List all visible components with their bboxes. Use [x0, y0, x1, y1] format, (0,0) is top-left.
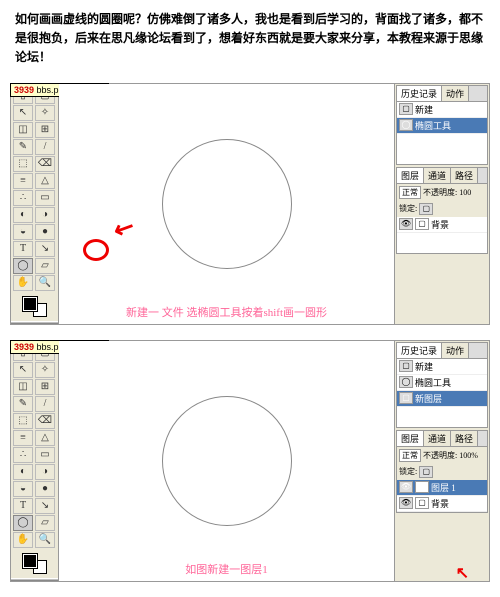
- history-item[interactable]: ▢新图层: [397, 391, 487, 407]
- color-picker[interactable]: [11, 550, 58, 578]
- tool-button[interactable]: ⊞: [35, 122, 55, 138]
- tool-button[interactable]: 🔍: [35, 275, 55, 291]
- history-panel: 历史记录动作 ▢新建 ◯椭圆工具 ▢新图层: [396, 342, 488, 428]
- arrow-annotation: ↙: [109, 211, 139, 246]
- tool-button[interactable]: ↖: [13, 362, 33, 378]
- panels: 历史记录动作 ▢新建 ◯椭圆工具 ▢新图层 图层通道路径 正常不透明度: 100…: [394, 341, 489, 581]
- tab-channels[interactable]: 通道: [424, 431, 451, 446]
- history-item[interactable]: ▢新建: [397, 359, 487, 375]
- tool-button[interactable]: ↘: [35, 241, 55, 257]
- canvas[interactable]: ↙ 新建一 文件 选椭圆工具按着shift画一圆形: [59, 84, 394, 324]
- tool-button[interactable]: ⌫: [35, 413, 55, 429]
- tool-button[interactable]: ⌫: [35, 156, 55, 172]
- toolbar-footer: [11, 578, 58, 581]
- tab-actions[interactable]: 动作: [442, 86, 469, 101]
- tool-grid: ▯▢↖✧◫⊞✎/⬚⌫≡△∴▭◐◑◒●T↘◯▱✋🔍: [11, 343, 58, 550]
- layers-panel: 图层通道路径 正常不透明度: 100% 锁定:▢ 👁▢图层 1 👁▢背景 ↖: [396, 430, 488, 513]
- tool-button[interactable]: /: [35, 396, 55, 412]
- tool-button[interactable]: T: [13, 241, 33, 257]
- tool-button[interactable]: ▭: [35, 190, 55, 206]
- layer-item[interactable]: 👁▢背景: [397, 217, 487, 233]
- tool-button[interactable]: ≡: [13, 173, 33, 189]
- layers-panel: 图层通道路径 正常不透明度: 100 锁定:▢ 👁▢背景: [396, 167, 488, 254]
- tool-button[interactable]: ◫: [13, 379, 33, 395]
- ellipse-path: [162, 396, 292, 526]
- tool-button[interactable]: ✋: [13, 275, 33, 291]
- tool-button[interactable]: ✋: [13, 532, 33, 548]
- history-panel: 历史记录动作 ▢新建 ◯椭圆工具: [396, 85, 488, 165]
- caption-2: 如图新建一图层1: [185, 561, 268, 577]
- tool-button[interactable]: ◫: [13, 122, 33, 138]
- tool-button[interactable]: 🔍: [35, 532, 55, 548]
- tool-button[interactable]: ◑: [35, 207, 55, 223]
- tool-button[interactable]: /: [35, 139, 55, 155]
- tool-button[interactable]: ✎: [13, 396, 33, 412]
- tab-layers[interactable]: 图层: [397, 168, 424, 183]
- layer-item[interactable]: 👁▢背景: [397, 496, 487, 512]
- toolbar: ▯▢↖✧◫⊞✎/⬚⌫≡△∴▭◐◑◒●T↘◯▱✋🔍: [11, 84, 59, 324]
- history-item[interactable]: ◯椭圆工具: [397, 118, 487, 134]
- tab-paths[interactable]: 路径: [451, 168, 478, 183]
- history-item[interactable]: ▢新建: [397, 102, 487, 118]
- tool-grid: ▯▢↖✧◫⊞✎/⬚⌫≡△∴▭◐◑◒●T↘◯▱✋🔍: [11, 86, 58, 293]
- intro-text: 如何画画虚线的圆圈呢？仿佛难倒了诸多人，我也是看到后学习的，背面找了诸多，都不是…: [0, 0, 500, 78]
- fg-color[interactable]: [23, 554, 37, 568]
- tool-button[interactable]: T: [13, 498, 33, 514]
- panels: 历史记录动作 ▢新建 ◯椭圆工具 图层通道路径 正常不透明度: 100 锁定:▢…: [394, 84, 489, 324]
- tool-button[interactable]: ↘: [35, 498, 55, 514]
- tool-button[interactable]: ●: [35, 224, 55, 240]
- tool-button[interactable]: ∴: [13, 190, 33, 206]
- fg-color[interactable]: [23, 297, 37, 311]
- tool-button[interactable]: ▱: [35, 258, 55, 274]
- tool-button[interactable]: ≡: [13, 430, 33, 446]
- layer-item[interactable]: 👁▢图层 1: [397, 480, 487, 496]
- tool-button[interactable]: △: [35, 430, 55, 446]
- tool-button[interactable]: ▱: [35, 515, 55, 531]
- tool-button[interactable]: ↖: [13, 105, 33, 121]
- tool-button[interactable]: ◒: [13, 224, 33, 240]
- screenshot-1: 3939 bbs.photops.com ▯▢↖✧◫⊞✎/⬚⌫≡△∴▭◐◑◒●T…: [10, 83, 490, 325]
- tool-button[interactable]: ◯: [13, 258, 33, 274]
- tab-history[interactable]: 历史记录: [397, 343, 442, 358]
- tool-button[interactable]: ⬚: [13, 156, 33, 172]
- tool-button[interactable]: ◐: [13, 464, 33, 480]
- tool-button[interactable]: ◑: [35, 464, 55, 480]
- ellipse-path: [162, 139, 292, 269]
- tool-button[interactable]: ⊞: [35, 379, 55, 395]
- tool-button[interactable]: ◒: [13, 481, 33, 497]
- tool-button[interactable]: ◐: [13, 207, 33, 223]
- tab-paths[interactable]: 路径: [451, 431, 478, 446]
- tab-history[interactable]: 历史记录: [397, 86, 442, 101]
- tool-button[interactable]: ✎: [13, 139, 33, 155]
- history-item[interactable]: ◯椭圆工具: [397, 375, 487, 391]
- tool-button[interactable]: ⬚: [13, 413, 33, 429]
- tab-channels[interactable]: 通道: [424, 168, 451, 183]
- toolbar: ▯▢↖✧◫⊞✎/⬚⌫≡△∴▭◐◑◒●T↘◯▱✋🔍: [11, 341, 59, 581]
- tab-actions[interactable]: 动作: [442, 343, 469, 358]
- tool-button[interactable]: ◯: [13, 515, 33, 531]
- color-picker[interactable]: [11, 293, 58, 321]
- arrow-annotation: ↖: [456, 563, 469, 583]
- tool-button[interactable]: ▭: [35, 447, 55, 463]
- tool-button[interactable]: ✧: [35, 362, 55, 378]
- tab-layers[interactable]: 图层: [397, 431, 424, 446]
- tool-button[interactable]: ✧: [35, 105, 55, 121]
- tool-button[interactable]: ●: [35, 481, 55, 497]
- toolbar-footer: [11, 321, 58, 324]
- tool-button[interactable]: ∴: [13, 447, 33, 463]
- highlight-circle: [83, 239, 109, 261]
- caption-1: 新建一 文件 选椭圆工具按着shift画一圆形: [126, 304, 327, 320]
- tool-button[interactable]: △: [35, 173, 55, 189]
- screenshot-2: 3939 bbs.photops.com ▯▢↖✧◫⊞✎/⬚⌫≡△∴▭◐◑◒●T…: [10, 340, 490, 582]
- canvas[interactable]: 如图新建一图层1: [59, 341, 394, 581]
